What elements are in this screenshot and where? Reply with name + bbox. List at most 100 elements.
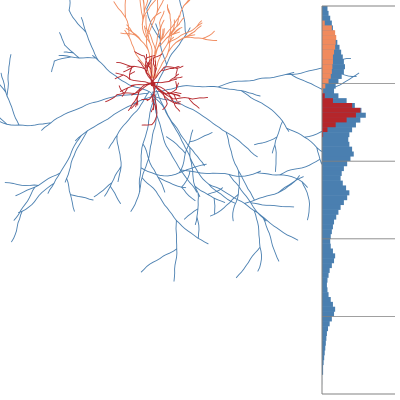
axon-density-bar	[322, 360, 324, 366]
axon-branch	[146, 0, 152, 10]
axon-branch	[18, 182, 55, 214]
basal-dendrite-branch	[175, 67, 178, 77]
apical-dendrite-branch	[167, 21, 172, 44]
axon-branch	[146, 8, 161, 40]
axon-density-bar	[322, 340, 326, 346]
axon-branch	[181, 170, 191, 188]
dendrite-density-bar	[322, 122, 336, 128]
apical-density-bar	[322, 39, 336, 45]
basal-dendrite-branch	[191, 96, 209, 100]
basal-dendrite-branch	[175, 80, 178, 90]
apical-density-bar	[322, 25, 332, 31]
apical-dendrite-branch	[196, 20, 203, 28]
axon-branch	[208, 183, 299, 241]
axon-branch	[183, 208, 199, 220]
axon-density-bar	[322, 224, 333, 230]
axon-branch	[181, 186, 196, 202]
axon-density-bar	[322, 146, 353, 152]
apical-dendrite-branch	[176, 15, 180, 28]
axon-density-bar	[322, 263, 332, 269]
basal-dendrite-branch	[154, 64, 157, 74]
apical-dendrite-branch	[152, 28, 165, 79]
axon-branch	[189, 132, 213, 143]
apical-density-bar	[322, 20, 325, 26]
axon-branch	[4, 182, 39, 187]
apical-density-bar	[322, 88, 324, 94]
dendrite-density-bar	[322, 132, 324, 138]
axon-branch	[0, 72, 20, 126]
basal-dendrite-branch	[116, 92, 136, 96]
basal-dendrite-branch	[172, 66, 180, 69]
apical-dendrite-branch	[153, 11, 162, 19]
basal-dendrite-branch	[146, 55, 155, 59]
basal-dendrite-branch	[150, 106, 154, 113]
axon-density-bar	[322, 321, 330, 327]
axon-branch	[207, 187, 224, 195]
axon-density-bar	[322, 253, 336, 259]
apical-dendrite-branch	[156, 0, 159, 14]
axon-density-bar	[322, 364, 324, 370]
axon-density-bar	[322, 83, 336, 89]
apical-dendrite-branch	[159, 19, 165, 31]
apical-dendrite-branch	[124, 0, 127, 19]
axon-density-bar	[322, 277, 328, 283]
axon-branch	[250, 202, 295, 208]
axon-branch	[225, 131, 255, 201]
axon-branch	[93, 182, 113, 198]
basal-dendrite-branch	[134, 51, 145, 57]
basal-dendrite-branch	[162, 103, 168, 110]
axon-density-bar	[322, 326, 329, 332]
basal-dendrite-branch	[151, 112, 158, 126]
axon-branch	[138, 93, 157, 193]
axon-density-bar	[322, 316, 332, 322]
apical-dendrite-branch	[172, 27, 183, 35]
axon-density-bar	[322, 248, 333, 254]
axon-density-bar	[322, 214, 337, 220]
basal-dendrite-branch	[121, 87, 129, 97]
axon-density-bar	[322, 204, 341, 210]
axon-density-bar	[322, 10, 329, 16]
basal-dendrite-branch	[114, 74, 125, 80]
axon-branch	[235, 246, 261, 279]
axon-branch	[59, 32, 66, 46]
apical-dendrite-branch	[167, 30, 193, 44]
axon-density-bar	[322, 88, 335, 94]
basal-dendrite-branch	[153, 103, 157, 110]
basal-dendrite-branch	[173, 76, 183, 79]
axon-branch	[150, 94, 236, 204]
apical-dendrite-branch	[147, 17, 155, 32]
axon-branch	[271, 120, 284, 154]
axon-branch	[0, 84, 7, 93]
axon-density-bar	[322, 93, 339, 99]
axon-branch	[217, 72, 295, 88]
axon-density-bar	[322, 238, 331, 244]
axon-branch	[155, 89, 205, 167]
apical-dendrite-branch	[143, 0, 145, 13]
axon-branch	[0, 117, 8, 125]
axon-density-bar	[322, 345, 326, 351]
axon-density-bar	[322, 195, 348, 201]
basal-dendrite-branch	[162, 91, 168, 105]
axon-density-bar	[322, 166, 344, 172]
apical-dendrite-branch	[144, 25, 153, 79]
axon-branch	[179, 169, 262, 177]
axon-density-bar	[322, 151, 354, 157]
axon-branch	[194, 185, 226, 203]
axon-branch	[151, 93, 198, 193]
depth-profile-bars	[322, 6, 366, 385]
axon-density-bar	[322, 350, 325, 356]
axon-density-bar	[322, 156, 351, 162]
apical-dendrite-branch	[126, 24, 142, 42]
axon-branch	[262, 217, 280, 262]
apical-density-bar	[322, 44, 336, 50]
axon-density-bar	[322, 209, 339, 215]
axon-branch	[154, 96, 258, 158]
apical-density-bar	[322, 49, 335, 55]
axon-branch	[189, 146, 201, 198]
axon-density-bar	[322, 369, 324, 375]
basal-dendrite-branch	[150, 57, 153, 86]
apical-dendrite-branch	[167, 4, 171, 15]
axon-branch	[179, 0, 187, 36]
axon-branch	[64, 44, 80, 59]
basal-dendrite-branch	[129, 79, 153, 85]
